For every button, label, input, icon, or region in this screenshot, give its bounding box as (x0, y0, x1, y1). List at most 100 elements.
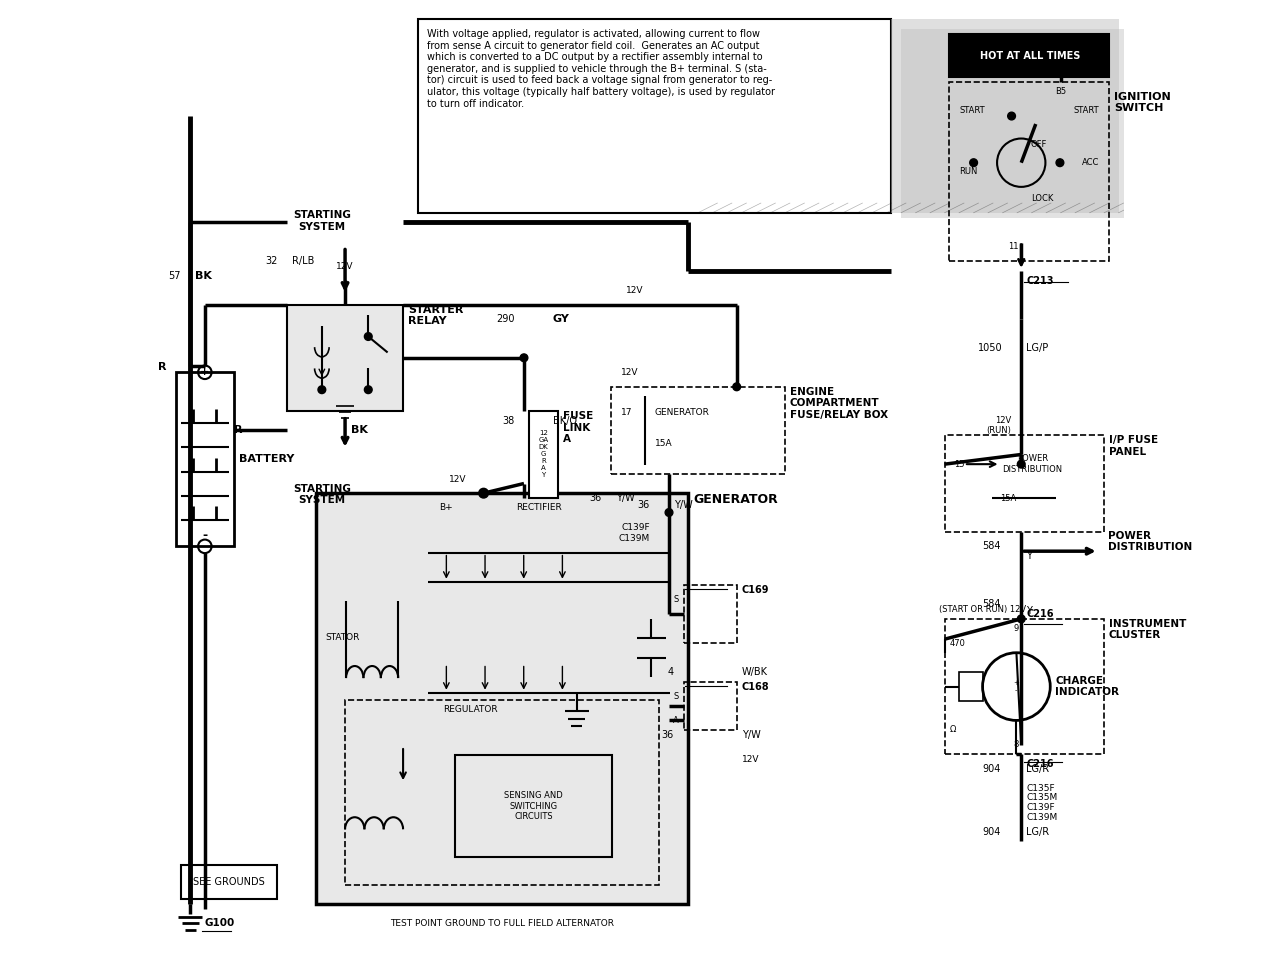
Circle shape (1056, 159, 1064, 166)
Text: -: - (202, 529, 207, 542)
Text: BK/O: BK/O (553, 416, 577, 425)
Text: 12V: 12V (996, 416, 1011, 425)
Text: R: R (157, 363, 166, 372)
Circle shape (1018, 460, 1025, 468)
Text: Y: Y (1027, 606, 1032, 616)
Text: START: START (959, 106, 984, 115)
Text: S: S (673, 595, 678, 604)
Text: Ω: Ω (950, 725, 956, 734)
Text: C169: C169 (741, 585, 769, 595)
Text: 12V: 12V (741, 754, 759, 764)
Text: 9: 9 (1014, 624, 1019, 632)
Text: 15A: 15A (654, 439, 672, 448)
Text: CHARGE
INDICATOR: CHARGE INDICATOR (1055, 676, 1119, 697)
Text: 38: 38 (502, 416, 515, 425)
Text: 12V: 12V (621, 368, 639, 377)
Text: C213: C213 (1027, 276, 1053, 285)
Text: 470: 470 (950, 639, 965, 648)
Text: GY: GY (553, 314, 570, 324)
Circle shape (317, 386, 325, 394)
Text: 11: 11 (1009, 243, 1019, 251)
Bar (611, 387, 785, 474)
Bar (346, 700, 659, 885)
Circle shape (666, 509, 673, 516)
Bar (950, 34, 1108, 77)
Text: B5: B5 (1056, 87, 1066, 96)
Text: POWER
DISTRIBUTION: POWER DISTRIBUTION (1002, 454, 1062, 474)
Text: HOT AT ALL TIMES: HOT AT ALL TIMES (979, 51, 1080, 61)
Text: C216: C216 (1027, 759, 1053, 769)
Text: START: START (1074, 106, 1100, 115)
Text: 1050: 1050 (978, 343, 1002, 353)
Text: 584: 584 (983, 542, 1001, 551)
Text: 12V: 12V (626, 286, 644, 295)
Bar (456, 755, 612, 857)
Text: SENSING AND
SWITCHING
CIRCUITS: SENSING AND SWITCHING CIRCUITS (504, 791, 563, 821)
Text: W/BK: W/BK (741, 667, 768, 677)
Text: C139M: C139M (1027, 812, 1057, 822)
Text: 12V: 12V (337, 262, 353, 271)
Text: 17: 17 (621, 408, 632, 418)
Bar (316, 493, 689, 904)
Text: 8: 8 (1014, 741, 1019, 749)
Text: STARTING
SYSTEM: STARTING SYSTEM (293, 484, 351, 505)
Bar (180, 865, 278, 899)
Text: C139M: C139M (618, 534, 650, 543)
Text: STARTING
SYSTEM: STARTING SYSTEM (293, 211, 351, 232)
Text: LG/P: LG/P (1027, 343, 1048, 353)
Bar (950, 82, 1108, 261)
Text: SEE GROUNDS: SEE GROUNDS (193, 877, 265, 888)
Text: 904: 904 (983, 764, 1001, 774)
Bar (945, 435, 1105, 532)
Text: 36: 36 (637, 500, 650, 510)
Text: ACC: ACC (1082, 159, 1100, 167)
Text: C139F: C139F (621, 522, 650, 532)
Bar (684, 585, 737, 643)
Text: GENERATOR: GENERATOR (654, 408, 709, 418)
Text: C168: C168 (741, 682, 769, 691)
Text: BK: BK (195, 271, 212, 280)
Text: +: + (200, 367, 210, 377)
Circle shape (1018, 615, 1025, 623)
Text: BK: BK (351, 425, 367, 435)
Text: 15A: 15A (1000, 493, 1016, 503)
Text: 12V: 12V (449, 475, 466, 484)
Bar (945, 619, 1105, 754)
Circle shape (365, 386, 372, 394)
Text: S: S (673, 691, 678, 701)
Text: Y/W: Y/W (741, 730, 760, 740)
Text: 15: 15 (955, 459, 965, 469)
Text: TEST POINT GROUND TO FULL FIELD ALTERNATOR: TEST POINT GROUND TO FULL FIELD ALTERNAT… (390, 919, 614, 927)
Text: C139F: C139F (1027, 803, 1055, 812)
Bar (891, 19, 1119, 213)
Text: BATTERY: BATTERY (238, 454, 294, 464)
Text: REGULATOR: REGULATOR (443, 705, 498, 714)
Text: LG/R: LG/R (1027, 764, 1050, 774)
Text: Y: Y (1027, 551, 1032, 561)
Text: B+: B+ (439, 503, 453, 512)
Text: 4: 4 (668, 667, 673, 677)
Text: 32: 32 (265, 256, 278, 266)
Text: (RUN): (RUN) (987, 425, 1011, 435)
Circle shape (520, 354, 527, 362)
Text: INSTRUMENT
CLUSTER: INSTRUMENT CLUSTER (1108, 619, 1187, 640)
Circle shape (1007, 112, 1015, 120)
Bar (959, 672, 983, 701)
Text: RUN: RUN (959, 167, 978, 176)
Text: A: A (673, 716, 678, 725)
Text: STARTER
RELAY: STARTER RELAY (408, 305, 463, 326)
Text: LG/R: LG/R (1027, 827, 1050, 836)
Text: 57: 57 (168, 271, 180, 280)
Text: I/P FUSE
PANEL: I/P FUSE PANEL (1108, 435, 1158, 456)
Text: LOCK: LOCK (1030, 194, 1053, 203)
Text: (START OR RUN) 12V: (START OR RUN) 12V (940, 605, 1027, 614)
Text: C135F: C135F (1027, 783, 1055, 793)
Circle shape (479, 488, 489, 498)
Bar (175, 372, 234, 546)
Text: FUSE
LINK
A: FUSE LINK A (563, 411, 593, 444)
Text: GENERATOR: GENERATOR (694, 493, 778, 506)
Text: With voltage applied, regulator is activated, allowing current to flow
from sens: With voltage applied, regulator is activ… (428, 29, 776, 108)
Text: OFF: OFF (1030, 140, 1047, 149)
Bar (417, 19, 891, 213)
Text: 36: 36 (662, 730, 673, 740)
